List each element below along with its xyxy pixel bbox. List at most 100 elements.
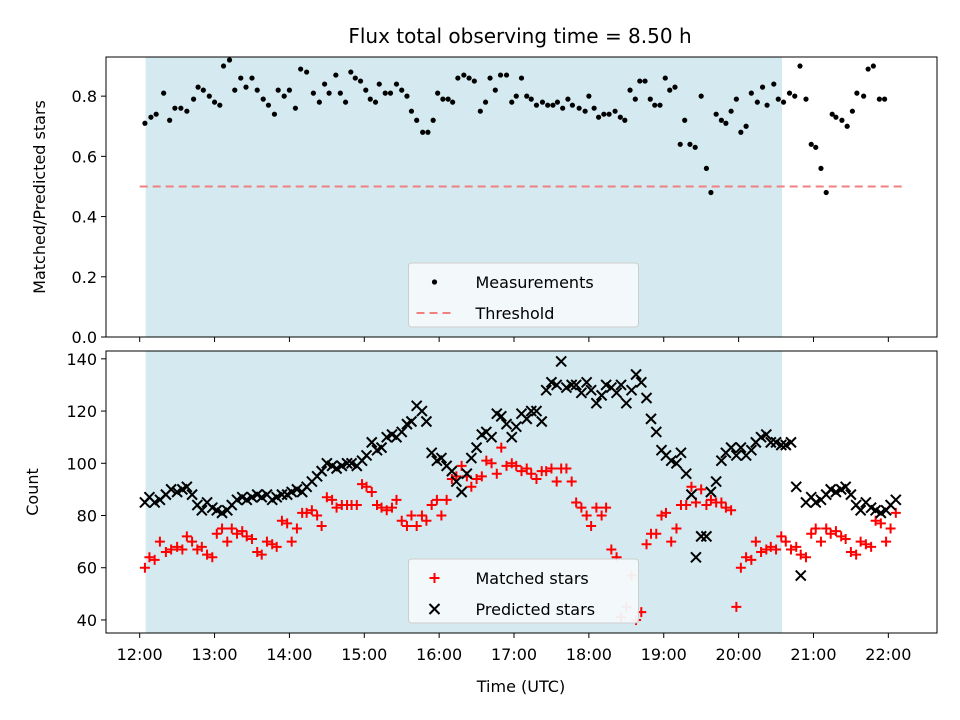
matched-stars-point (701, 500, 712, 511)
matched-stars-point (172, 541, 183, 552)
measurements-point (226, 57, 233, 63)
measurements-point (582, 108, 588, 114)
measurements-point (357, 78, 364, 84)
predicted-stars-point (540, 384, 552, 396)
predicted-stars-point (196, 504, 208, 516)
ratio-legend: Measurements Threshold (408, 262, 639, 328)
predicted-stars-point (506, 431, 518, 443)
matched-stars-point (471, 473, 482, 484)
matched-stars-point (840, 534, 851, 544)
matched-stars-point (166, 544, 177, 555)
matched-stars-point (316, 520, 327, 531)
matched-stars-point (830, 526, 841, 537)
measurements-point (723, 120, 729, 126)
matched-stars-point (750, 536, 761, 547)
measurements-point (206, 93, 212, 99)
predicted-stars-point (181, 481, 193, 493)
matched-stars-point (726, 505, 737, 516)
matched-stars-point (271, 541, 282, 552)
measurements-point (627, 87, 633, 93)
measurements-point (337, 90, 343, 96)
matched-stars-point (806, 528, 817, 539)
matched-stars-point (591, 502, 602, 513)
predicted-stars-point (575, 387, 588, 399)
measurements-point (178, 105, 184, 111)
matched-stars-point (756, 547, 767, 558)
predicted-stars-point (570, 379, 582, 391)
predicted-stars-point (375, 441, 388, 454)
matched-stars-point (177, 544, 188, 555)
x-tick-label: 21:00 (790, 645, 836, 664)
matched-stars-point (795, 549, 806, 560)
matched-stars-point (282, 518, 293, 529)
matched-stars-point (331, 502, 342, 513)
count-y-tick-label: 120 (66, 402, 97, 421)
predicted-stars-point (635, 376, 647, 389)
legend-label: Matched stars (476, 569, 589, 588)
predicted-stars-point (450, 475, 463, 488)
matched-stars-point (875, 518, 886, 529)
matched-stars-point (516, 466, 527, 477)
matched-stars-point (596, 510, 607, 521)
matched-stars-point (144, 552, 155, 563)
matched-stars-point (237, 526, 248, 537)
matched-stars-point (391, 494, 402, 505)
predicted-stars-point (525, 405, 537, 417)
measurements-point (586, 93, 592, 99)
measurements-point (861, 93, 867, 99)
measurements-point (260, 96, 266, 102)
matched-stars-point (696, 484, 707, 495)
x-tick-label: 17:00 (491, 645, 537, 664)
matched-stars-point (241, 531, 252, 542)
matched-stars-point (361, 481, 372, 492)
matched-stars-point (386, 502, 397, 513)
matched-stars-point (207, 552, 218, 563)
matched-stars-point (232, 528, 243, 539)
measurements-point (601, 111, 607, 117)
measurements-point (524, 93, 530, 99)
matched-stars-point (780, 536, 791, 547)
matched-stars-point (705, 494, 716, 505)
x-tick-label: 12:00 (117, 645, 163, 664)
predicted-stars-point (550, 379, 563, 391)
measurements-point (606, 111, 612, 117)
measurements-point (292, 105, 299, 111)
predicted-stars-point (795, 569, 807, 582)
predicted-stars-point (645, 413, 657, 425)
predicted-stars-point (760, 428, 773, 441)
measurements-point (865, 66, 871, 72)
measurements-point (728, 108, 734, 114)
legend-label: Threshold (475, 304, 555, 323)
matched-stars-point (139, 562, 150, 573)
matched-stars-point (286, 536, 297, 547)
predicted-stars-point (315, 465, 328, 477)
measurements-point (596, 114, 602, 120)
matched-stars-point (581, 510, 592, 521)
measurements-point (870, 63, 876, 69)
measurements-point (238, 75, 244, 81)
matched-stars-point (776, 531, 787, 542)
predicted-stars-point (420, 415, 433, 428)
legend-matched-stars-swatch (429, 573, 440, 583)
measurements-point (876, 96, 882, 102)
measurements-point (642, 78, 648, 84)
measurements-point (497, 72, 504, 78)
matched-stars-point (571, 497, 582, 508)
measurements-point (803, 96, 809, 102)
measurements-point (492, 87, 498, 93)
matched-stars-point (845, 547, 856, 558)
matched-stars-point (351, 500, 362, 511)
measurements-point (286, 87, 293, 93)
measurements-point (382, 90, 388, 96)
count-y-tick-label: 140 (66, 350, 97, 369)
predicted-stars-point (725, 441, 737, 454)
matched-stars-point (521, 463, 532, 474)
measurements-point (195, 84, 201, 90)
x-axis-label: Time (UTC) (476, 677, 565, 696)
predicted-stars-point (730, 449, 743, 462)
measurements-point (622, 117, 628, 123)
measurements-point (420, 129, 426, 135)
measurements-point (554, 99, 561, 105)
measurements-point (569, 102, 576, 108)
predicted-stars-point (366, 436, 378, 449)
